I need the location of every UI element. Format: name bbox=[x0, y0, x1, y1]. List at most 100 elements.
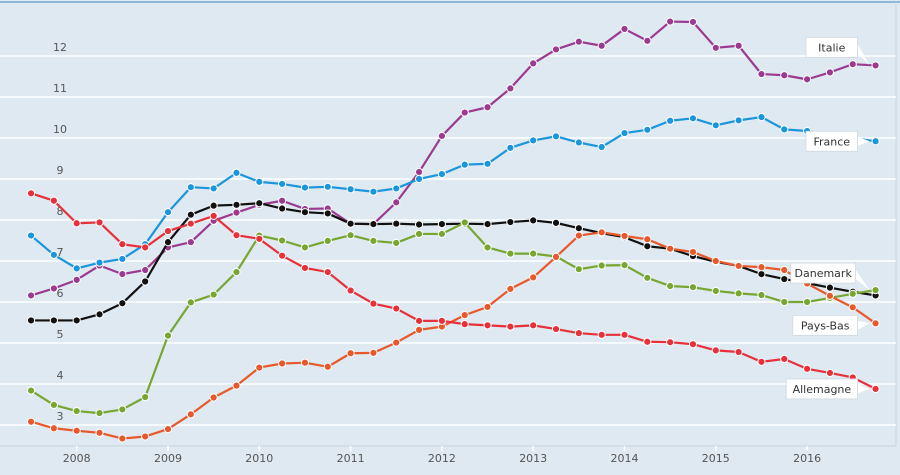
data-point[interactable] bbox=[49, 196, 58, 205]
data-point[interactable] bbox=[666, 244, 675, 253]
data-point[interactable] bbox=[711, 286, 720, 296]
data-point[interactable] bbox=[506, 322, 515, 331]
data-point[interactable] bbox=[666, 116, 675, 125]
data-point[interactable] bbox=[871, 137, 880, 146]
data-point[interactable] bbox=[141, 432, 150, 441]
data-point[interactable] bbox=[163, 208, 173, 217]
data-point[interactable] bbox=[300, 243, 310, 252]
data-point[interactable] bbox=[346, 219, 355, 228]
data-point[interactable] bbox=[574, 224, 583, 233]
data-point[interactable] bbox=[278, 359, 287, 368]
data-point[interactable] bbox=[300, 263, 310, 273]
data-point[interactable] bbox=[72, 406, 81, 416]
data-point[interactable] bbox=[72, 275, 81, 284]
data-point[interactable] bbox=[460, 218, 469, 227]
data-point[interactable] bbox=[574, 37, 583, 46]
data-point[interactable] bbox=[460, 160, 469, 169]
data-point[interactable] bbox=[643, 125, 652, 134]
data-point[interactable] bbox=[460, 311, 469, 320]
data-point[interactable] bbox=[803, 364, 812, 373]
data-point[interactable] bbox=[95, 409, 104, 418]
data-point[interactable] bbox=[278, 204, 287, 213]
data-point[interactable] bbox=[186, 210, 195, 219]
data-point[interactable] bbox=[506, 143, 515, 152]
data-point[interactable] bbox=[757, 290, 766, 300]
data-point[interactable] bbox=[186, 298, 195, 307]
data-point[interactable] bbox=[597, 330, 606, 339]
data-point[interactable] bbox=[323, 209, 332, 218]
data-point[interactable] bbox=[163, 238, 173, 247]
data-point[interactable] bbox=[825, 291, 835, 300]
data-point[interactable] bbox=[278, 179, 287, 189]
data-point[interactable] bbox=[163, 331, 173, 340]
data-point[interactable] bbox=[574, 138, 583, 147]
data-point[interactable] bbox=[437, 220, 446, 229]
data-point[interactable] bbox=[688, 17, 698, 27]
data-point[interactable] bbox=[346, 349, 355, 358]
data-point[interactable] bbox=[209, 211, 218, 220]
data-point[interactable] bbox=[643, 273, 652, 282]
data-point[interactable] bbox=[460, 320, 469, 329]
data-point[interactable] bbox=[506, 84, 515, 93]
data-point[interactable] bbox=[688, 340, 698, 349]
data-point[interactable] bbox=[72, 316, 81, 325]
data-point[interactable] bbox=[574, 265, 583, 274]
data-point[interactable] bbox=[597, 142, 606, 152]
data-point[interactable] bbox=[278, 236, 287, 245]
data-point[interactable] bbox=[597, 41, 606, 50]
data-point[interactable] bbox=[118, 270, 127, 279]
data-point[interactable] bbox=[49, 250, 58, 259]
data-point[interactable] bbox=[643, 36, 652, 45]
data-point[interactable] bbox=[734, 41, 743, 50]
data-point[interactable] bbox=[529, 273, 538, 282]
data-point[interactable] bbox=[392, 198, 401, 207]
data-point[interactable] bbox=[209, 201, 218, 210]
data-point[interactable] bbox=[95, 310, 104, 319]
data-point[interactable] bbox=[26, 417, 36, 426]
data-point[interactable] bbox=[688, 114, 698, 123]
data-point[interactable] bbox=[666, 17, 675, 26]
data-point[interactable] bbox=[323, 362, 332, 371]
data-point[interactable] bbox=[346, 231, 355, 240]
data-point[interactable] bbox=[278, 251, 287, 260]
data-point[interactable] bbox=[620, 24, 629, 34]
data-point[interactable] bbox=[118, 299, 127, 308]
data-point[interactable] bbox=[529, 249, 538, 258]
data-point[interactable] bbox=[803, 297, 812, 307]
data-point[interactable] bbox=[483, 220, 492, 229]
data-point[interactable] bbox=[209, 393, 218, 402]
data-point[interactable] bbox=[848, 60, 857, 69]
data-point[interactable] bbox=[414, 167, 424, 177]
data-point[interactable] bbox=[255, 199, 264, 208]
data-point[interactable] bbox=[825, 368, 835, 378]
data-point[interactable] bbox=[780, 354, 789, 364]
data-point[interactable] bbox=[414, 229, 424, 239]
data-point[interactable] bbox=[392, 184, 401, 193]
data-point[interactable] bbox=[848, 303, 857, 312]
data-point[interactable] bbox=[255, 234, 264, 243]
data-point[interactable] bbox=[232, 231, 241, 240]
data-point[interactable] bbox=[437, 131, 446, 141]
data-point[interactable] bbox=[529, 136, 538, 145]
data-point[interactable] bbox=[437, 169, 446, 179]
data-point[interactable] bbox=[118, 254, 127, 264]
data-point[interactable] bbox=[186, 219, 195, 228]
data-point[interactable] bbox=[643, 337, 652, 346]
data-point[interactable] bbox=[95, 428, 104, 437]
data-point[interactable] bbox=[118, 240, 127, 249]
data-point[interactable] bbox=[209, 290, 218, 299]
data-point[interactable] bbox=[414, 174, 424, 184]
data-point[interactable] bbox=[186, 238, 195, 247]
data-point[interactable] bbox=[871, 61, 880, 70]
data-point[interactable] bbox=[26, 386, 36, 395]
data-point[interactable] bbox=[688, 283, 698, 292]
data-point[interactable] bbox=[711, 256, 720, 266]
data-point[interactable] bbox=[597, 261, 606, 270]
data-point[interactable] bbox=[803, 75, 812, 84]
data-point[interactable] bbox=[300, 358, 310, 367]
data-point[interactable] bbox=[26, 189, 36, 198]
data-point[interactable] bbox=[780, 71, 789, 80]
data-point[interactable] bbox=[666, 281, 675, 291]
data-point[interactable] bbox=[620, 128, 629, 138]
data-point[interactable] bbox=[118, 434, 127, 443]
